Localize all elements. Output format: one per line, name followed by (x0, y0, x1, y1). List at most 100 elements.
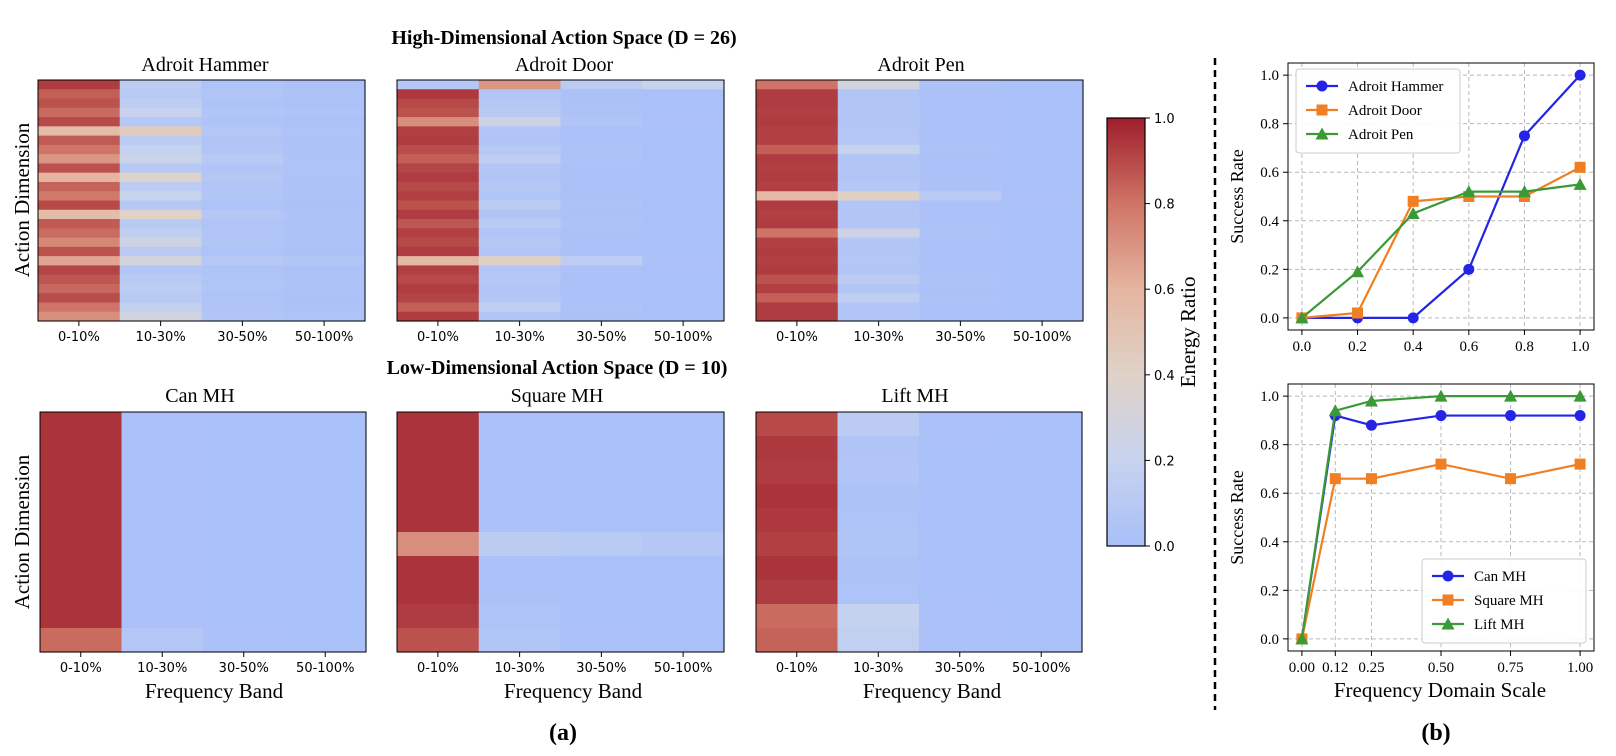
heatmap-cell (919, 508, 1002, 533)
heatmap-xtick-label: 0-10% (417, 330, 459, 345)
heatmap-cell (38, 237, 121, 248)
heatmap-cell (201, 191, 284, 202)
x-tick-label: 0.75 (1497, 660, 1523, 676)
heatmap-cell (201, 209, 284, 220)
heatmap-cell (201, 107, 284, 118)
heatmap-cell (642, 283, 725, 294)
legend-marker (1315, 127, 1329, 140)
heatmap-cell (478, 311, 562, 322)
heatmap-cell (1000, 628, 1083, 653)
heatmap-cell (1000, 532, 1083, 557)
heatmap-cell (38, 311, 121, 322)
legend-label: Adroit Pen (1348, 127, 1414, 143)
heatmap-cell (478, 154, 562, 165)
heatmap-cell (119, 89, 203, 100)
heatmap-cell (642, 311, 725, 322)
heatmap-cell (119, 191, 203, 202)
heatmap-cell (1001, 98, 1084, 109)
heatmap-cell (283, 163, 366, 174)
heatmap-cell (1001, 293, 1084, 304)
legend-label: Adroit Hammer (1348, 79, 1443, 95)
heatmap-cell (121, 484, 204, 509)
heatmap-cell (1001, 191, 1084, 202)
heatmap-cell (397, 484, 480, 509)
heatmap-cell (837, 135, 921, 146)
panel-label-b: (b) (1421, 720, 1450, 746)
low-dim-title: Low-Dimensional Action Space (D = 10) (387, 357, 728, 379)
data-point (1365, 473, 1377, 485)
heatmap-square-mh: Square MH 0-10% 10-30% 30-50% 50-100% (396, 385, 725, 676)
heatmap-cell (38, 107, 121, 118)
heatmap-cell (478, 209, 562, 220)
heatmap-cell (201, 163, 284, 174)
heatmap-cell (38, 98, 121, 109)
heatmap-cell (203, 508, 286, 533)
heatmap-cell (38, 256, 121, 266)
x-tick-label: 0.4 (1404, 339, 1423, 355)
heatmap-cell (201, 274, 284, 285)
heatmap-cell (837, 191, 921, 202)
legend-marker (1316, 80, 1328, 92)
heatmap-cell (397, 144, 480, 155)
heatmap-cell (38, 283, 121, 294)
heatmap-cell (642, 256, 725, 266)
data-point (1435, 410, 1447, 422)
heatmap-cell (919, 80, 1002, 90)
heatmap-cell (560, 556, 643, 581)
heatmap-cell (397, 436, 480, 461)
heatmap-cell (560, 274, 643, 285)
heatmap-cell (1001, 144, 1084, 155)
heatmap-cell (478, 484, 562, 509)
legend-box (1295, 68, 1461, 154)
heatmap-cell (40, 412, 123, 437)
data-point (1329, 473, 1341, 485)
heatmap-cell (283, 80, 366, 90)
heatmap-cell (119, 237, 203, 248)
heatmap-cell (201, 89, 284, 100)
data-point (1517, 185, 1531, 198)
heatmap-cell (837, 209, 921, 220)
heatmap-cell (397, 580, 480, 605)
heatmap-cell (397, 98, 480, 109)
heatmap-cell (40, 460, 123, 485)
heatmap-can-mh: Can MH 0-10% 10-30% 30-50% 50-100% (39, 385, 367, 676)
data-point (1573, 177, 1587, 190)
heatmap-cell (919, 228, 1002, 239)
heatmap-cell (397, 126, 480, 137)
heatmap-cell (201, 154, 284, 165)
heatmap-cell (397, 460, 480, 485)
heatmap-cell (560, 181, 643, 192)
heatmap-cell (919, 556, 1002, 581)
heatmap-cell (642, 107, 725, 118)
heatmap-cell (119, 302, 203, 313)
heatmap-cell (1000, 460, 1083, 485)
heatmap-cell (203, 556, 286, 581)
heatmap-cell (919, 283, 1002, 294)
heatmap-cell (756, 126, 839, 137)
heatmap-ylabel-low: Action Dimension (10, 454, 34, 609)
heatmap-cell (560, 460, 643, 485)
heatmap-ylabel-high: Action Dimension (10, 122, 34, 277)
legend-marker (1441, 617, 1455, 630)
heatmap-cell (283, 172, 366, 183)
heatmap-xtick-label: 10-30% (136, 330, 186, 345)
heatmap-cell (201, 117, 284, 127)
heatmap-cell (1001, 302, 1084, 313)
heatmap-title: Lift MH (881, 385, 948, 407)
y-tick-label: 0.2 (1260, 262, 1279, 278)
heatmap-cell (121, 580, 204, 605)
data-point (1574, 410, 1586, 422)
heatmap-cell (837, 126, 921, 137)
heatmap-cell (642, 154, 725, 165)
heatmap-cell (283, 209, 366, 220)
heatmap-cell (919, 265, 1002, 276)
heatmap-cell (283, 181, 366, 192)
heatmap-cell (837, 89, 921, 100)
heatmap-cell (837, 274, 921, 285)
heatmap-cell (642, 191, 725, 202)
heatmap-cell (284, 556, 367, 581)
heatmap-cell (283, 274, 366, 285)
heatmap-cell (119, 135, 203, 146)
y-axis-label: Success Rate (1227, 149, 1247, 243)
legend-marker (1442, 570, 1454, 582)
